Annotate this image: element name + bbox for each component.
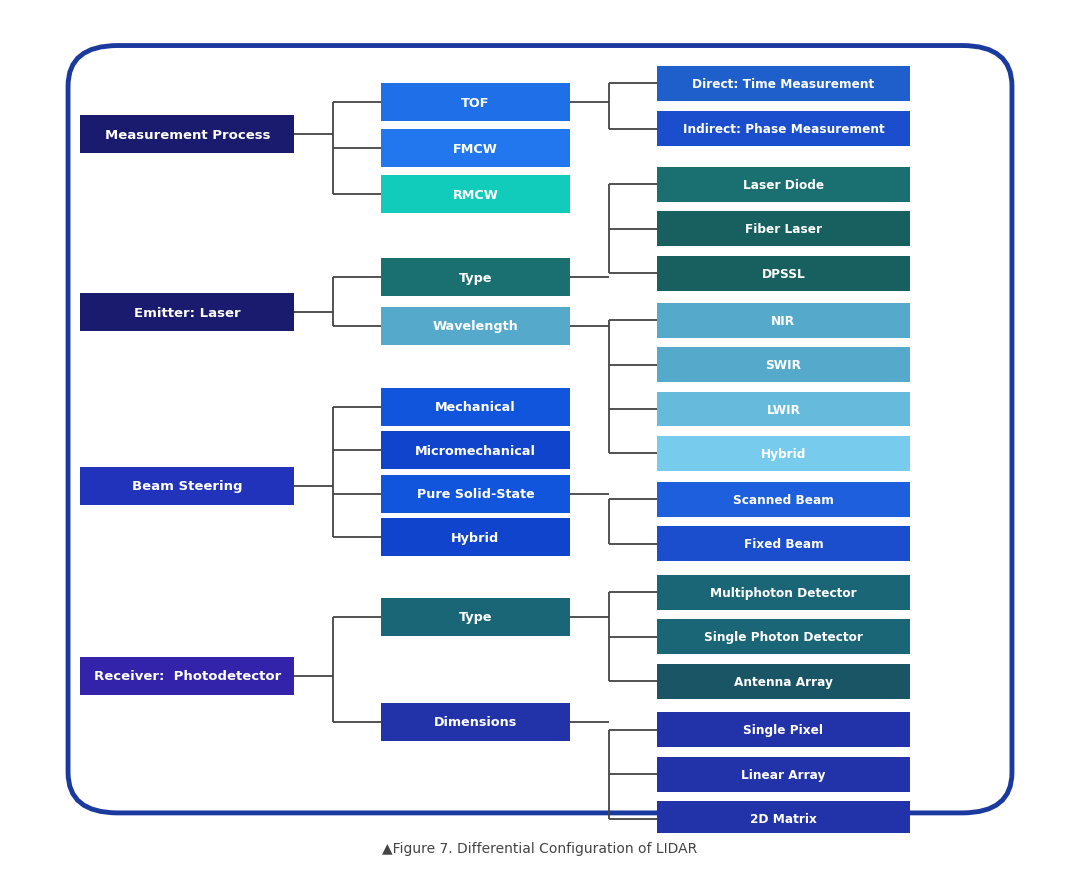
Text: Scanned Beam: Scanned Beam xyxy=(733,494,834,506)
Text: FMCW: FMCW xyxy=(453,142,498,155)
FancyBboxPatch shape xyxy=(657,67,910,102)
Text: Fixed Beam: Fixed Beam xyxy=(743,538,823,551)
FancyBboxPatch shape xyxy=(657,212,910,247)
Text: Micromechanical: Micromechanical xyxy=(415,445,536,457)
Text: Type: Type xyxy=(459,272,492,284)
FancyBboxPatch shape xyxy=(80,657,294,695)
Text: ▲Figure 7. Differential Configuration of LIDAR: ▲Figure 7. Differential Configuration of… xyxy=(382,841,698,855)
FancyBboxPatch shape xyxy=(657,437,910,471)
FancyBboxPatch shape xyxy=(657,348,910,382)
FancyBboxPatch shape xyxy=(381,84,570,122)
Text: LWIR: LWIR xyxy=(767,403,800,416)
FancyBboxPatch shape xyxy=(381,702,570,741)
Text: Multiphoton Detector: Multiphoton Detector xyxy=(711,586,856,599)
Text: Antenna Array: Antenna Array xyxy=(734,675,833,688)
FancyBboxPatch shape xyxy=(381,475,570,513)
Text: Hybrid: Hybrid xyxy=(760,447,806,460)
FancyBboxPatch shape xyxy=(657,257,910,291)
FancyBboxPatch shape xyxy=(657,620,910,654)
FancyBboxPatch shape xyxy=(657,168,910,203)
Text: TOF: TOF xyxy=(461,96,489,110)
Text: Laser Diode: Laser Diode xyxy=(743,179,824,192)
FancyBboxPatch shape xyxy=(80,294,294,332)
FancyBboxPatch shape xyxy=(657,757,910,792)
Text: RMCW: RMCW xyxy=(453,189,498,202)
FancyBboxPatch shape xyxy=(80,117,294,154)
Text: 2D Matrix: 2D Matrix xyxy=(750,812,816,825)
Text: Single Pixel: Single Pixel xyxy=(743,724,823,737)
Text: Direct: Time Measurement: Direct: Time Measurement xyxy=(692,78,875,91)
FancyBboxPatch shape xyxy=(657,575,910,610)
Text: Indirect: Phase Measurement: Indirect: Phase Measurement xyxy=(683,123,885,136)
FancyBboxPatch shape xyxy=(381,176,570,214)
Text: SWIR: SWIR xyxy=(766,359,801,372)
Text: Dimensions: Dimensions xyxy=(434,716,517,728)
Text: Linear Array: Linear Array xyxy=(741,767,825,781)
FancyBboxPatch shape xyxy=(381,598,570,636)
FancyBboxPatch shape xyxy=(381,389,570,426)
FancyBboxPatch shape xyxy=(381,431,570,470)
Text: NIR: NIR xyxy=(771,314,796,327)
Text: Receiver:  Photodetector: Receiver: Photodetector xyxy=(94,669,281,682)
FancyBboxPatch shape xyxy=(657,303,910,339)
FancyBboxPatch shape xyxy=(381,519,570,557)
FancyBboxPatch shape xyxy=(657,527,910,562)
Text: Mechanical: Mechanical xyxy=(435,401,516,414)
FancyBboxPatch shape xyxy=(657,112,910,147)
Text: Hybrid: Hybrid xyxy=(451,531,500,545)
Text: Type: Type xyxy=(459,610,492,624)
Text: Pure Solid-State: Pure Solid-State xyxy=(417,488,535,501)
Text: Fiber Laser: Fiber Laser xyxy=(745,223,822,236)
FancyBboxPatch shape xyxy=(68,46,1012,813)
FancyBboxPatch shape xyxy=(657,712,910,747)
Text: Emitter: Laser: Emitter: Laser xyxy=(134,306,241,319)
Text: DPSSL: DPSSL xyxy=(761,267,806,281)
Text: Wavelength: Wavelength xyxy=(433,320,518,333)
Text: Single Photon Detector: Single Photon Detector xyxy=(704,631,863,644)
Text: Measurement Process: Measurement Process xyxy=(105,129,270,142)
FancyBboxPatch shape xyxy=(657,392,910,427)
FancyBboxPatch shape xyxy=(381,259,570,297)
FancyBboxPatch shape xyxy=(657,482,910,517)
FancyBboxPatch shape xyxy=(381,130,570,168)
FancyBboxPatch shape xyxy=(657,802,910,836)
FancyBboxPatch shape xyxy=(381,308,570,346)
Text: Beam Steering: Beam Steering xyxy=(132,480,243,493)
FancyBboxPatch shape xyxy=(657,664,910,699)
FancyBboxPatch shape xyxy=(80,467,294,505)
